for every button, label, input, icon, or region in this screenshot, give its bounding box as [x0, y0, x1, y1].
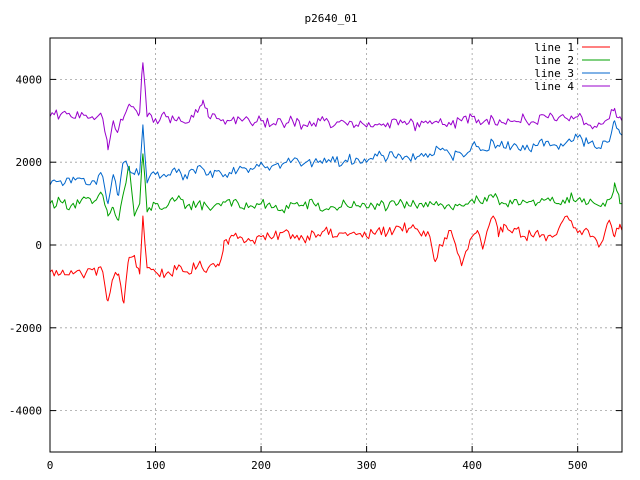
series-layer — [49, 62, 623, 304]
legend-label-1: line 1 — [534, 41, 574, 54]
series-line-1 — [49, 215, 623, 304]
legend-label-2: line 2 — [534, 54, 574, 67]
legend-label-3: line 3 — [534, 67, 574, 80]
legend-label-4: line 4 — [534, 80, 574, 93]
x-tick-label: 400 — [462, 459, 482, 472]
y-tick-label: 4000 — [16, 73, 43, 86]
series-line-4 — [49, 62, 623, 151]
y-tick-label: 0 — [35, 239, 42, 252]
grid-layer — [50, 38, 622, 452]
y-tick-label: 2000 — [16, 156, 43, 169]
chart-title: p2640_01 — [305, 12, 358, 25]
x-tick-label: 300 — [357, 459, 377, 472]
x-tick-label: 100 — [146, 459, 166, 472]
x-tick-label: 200 — [251, 459, 271, 472]
y-tick-label: -4000 — [9, 405, 42, 418]
series-line-2 — [49, 153, 622, 221]
tick-layer: 0 100 200 300 400 500 -4000 -2000 0 2000 4000 — [9, 38, 622, 472]
x-tick-label: 0 — [47, 459, 54, 472]
y-tick-label: -2000 — [9, 322, 42, 335]
x-tick-label: 500 — [568, 459, 588, 472]
series-line-3 — [49, 120, 623, 205]
